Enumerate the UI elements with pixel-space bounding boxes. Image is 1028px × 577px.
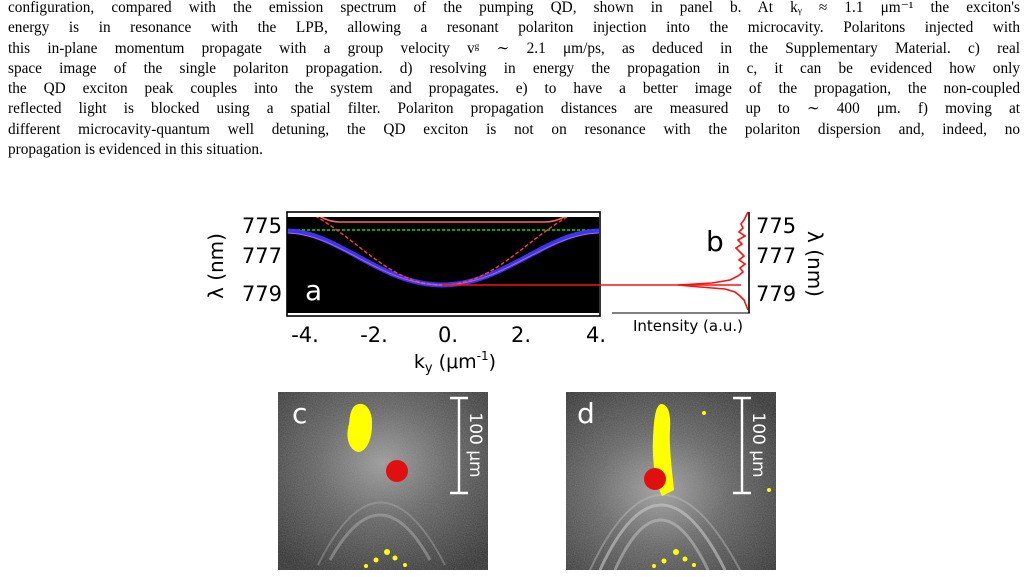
figure-caption: configuration, compared with the emissio… [8,0,1020,160]
caption-line: reflected light is blocked using a spati… [8,100,1020,118]
panel-b-y-label: λ (nm) [803,231,827,297]
panel-c: c 100 μm [278,392,488,570]
panel-a-x-tick: -2. [360,323,388,347]
panel-d: d 100 μm [566,392,776,570]
panel-b-label: b [706,225,724,258]
panel-d-label: d [577,397,595,430]
caption-line: energy is in resonance with the LPB, all… [8,19,1020,37]
panel-b: b 775 777 779 λ (nm) Intensity (a.u.) [612,211,827,335]
caption-line: configuration, compared with the emissio… [8,0,1020,16]
panel-c-label: c [292,397,307,430]
panel-a-y-label: λ (nm) [204,233,228,299]
panel-a-x-tick: 4. [586,323,606,347]
panel-d-scale-label: 100 μm [748,412,768,477]
panel-a-frame [286,211,601,317]
excitation-spot [644,468,666,490]
panel-b-x-label: Intensity (a.u.) [633,317,743,335]
panel-b-y-tick: 775 [756,214,796,238]
panel-a: a 775 777 779 λ (nm) -4. -2. 0. 2. 4. ky… [204,211,741,376]
panel-a-plot-area [287,217,599,313]
panel-a-y-tick: 775 [242,214,282,238]
caption-line: propagation is evidenced in this situati… [8,141,263,159]
panel-a-y-tick: 777 [242,244,282,268]
panel-c-scale-label: 100 μm [465,412,485,477]
caption-line: the QD exciton peak couples into the sys… [8,80,1020,98]
panel-a-x-tick: 2. [511,323,531,347]
panel-b-y-tick: 779 [756,282,796,306]
caption-line: space image of the single polariton prop… [8,59,1020,77]
emission-spectrum [677,211,749,311]
qd-emission-blob [347,403,373,452]
caption-line: different microcavity-quantum well detun… [8,120,1020,138]
panel-a-y-tick: 779 [242,282,282,306]
upper-polariton-curve [319,217,566,223]
panel-a-label: a [305,274,322,307]
caption-line: this in-plane momentum propagate with a … [8,39,1020,57]
excitation-spot [386,460,408,482]
panel-a-x-tick: 0. [438,323,458,347]
panel-a-x-tick: -4. [291,323,319,347]
panel-b-y-tick: 777 [756,244,796,268]
panel-a-x-label: ky (μm-1) [414,349,496,376]
